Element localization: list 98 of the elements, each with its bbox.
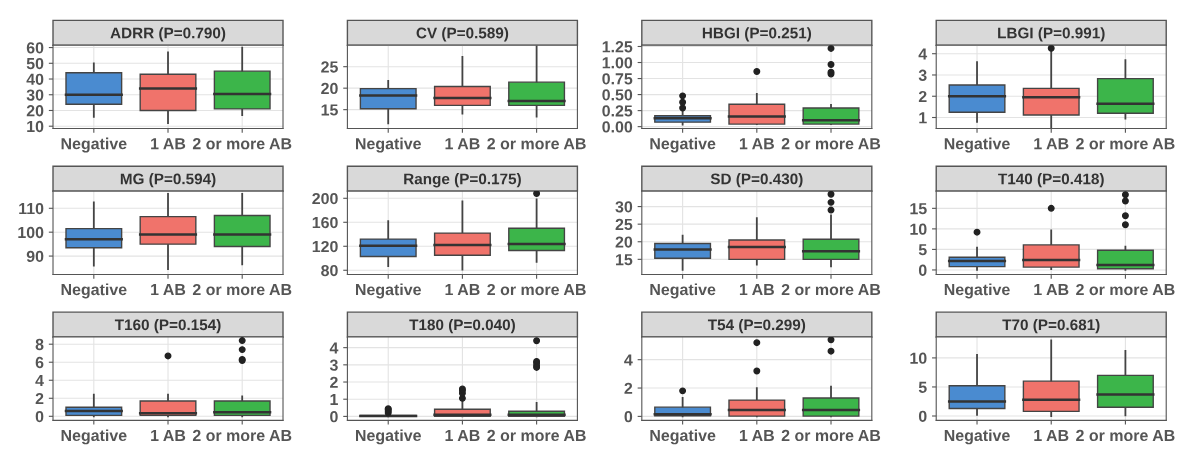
y-tick-label: 10 [27,120,44,133]
x-tick-label: 2 or more AB [192,138,292,150]
x-tick-label: 2 or more AB [781,429,881,442]
y-tick-label: 4 [624,354,633,366]
x-tick-label: 2 or more AB [487,283,586,296]
y-tick-label: 200 [312,192,338,205]
x-tick-label: 2 or more AB [781,283,881,296]
x-tick-label: Negative [650,429,716,445]
x-tick-label: Negative [356,283,421,299]
y-tick-label: 4 [329,342,339,354]
y-tick-label: 2 [330,376,338,388]
y-tick-label: 5 [918,244,927,256]
y-tick-label: 40 [26,73,44,85]
y-tick-label: 6 [35,356,44,369]
y-tick-label: 4 [35,375,44,387]
y-tick-label: 2 [918,90,927,103]
x-tick-label: 1 AB [151,284,186,296]
y-tick-label: 8 [35,338,44,351]
chart-title: T180 (P=0.040) [409,318,515,334]
chart-title: ADRR (P=0.790) [110,27,226,42]
y-tick-label: 20 [615,236,633,248]
y-tick-label: 80 [321,264,338,277]
y-tick-label: 0.50 [602,89,633,101]
x-tick-label: 1 AB [445,429,480,441]
x-tick-label: 1 AB [1034,138,1069,150]
y-tick-label: 1.00 [602,57,633,69]
x-tick-label: 1 AB [1034,284,1069,296]
chart-title: T70 (P=0.681) [1002,318,1100,334]
y-tick-label: 0.25 [602,105,633,117]
chart-title: SD (P=0.430) [710,173,803,188]
y-tick-label: 1.25 [602,41,633,53]
y-tick-label: 60 [26,42,44,54]
chart-title: HBGI (P=0.251) [702,27,812,42]
y-tick-label: 20 [26,105,44,117]
chart-title: T140 (P=0.418) [998,173,1104,188]
y-tick-label: 10 [910,352,927,364]
y-tick-label: 3 [918,69,927,81]
y-tick-label: 0 [624,411,633,423]
y-tick-label: 90 [26,250,44,263]
y-tick-label: 2 [624,382,633,394]
y-tick-label: 10 [910,223,927,235]
x-tick-label: Negative [61,137,127,153]
y-tick-label: 30 [26,89,44,101]
y-tick-label: 100 [18,226,44,239]
y-tick-label: 15 [910,203,927,215]
y-tick-label: 0 [918,264,927,276]
x-tick-label: Negative [356,429,421,445]
y-tick-label: 25 [615,218,633,231]
y-tick-label: 160 [312,216,338,229]
chart-title: Range (P=0.175) [404,173,521,188]
x-tick-label: 1 AB [445,284,480,296]
y-tick-label: 30 [615,201,633,213]
x-tick-label: 1 AB [151,138,186,150]
x-tick-label: Negative [61,283,127,299]
y-tick-label: 1 [919,112,927,124]
x-tick-label: Negative [356,137,421,153]
x-tick-label: Negative [944,137,1010,153]
y-tick-label: 3 [329,359,338,371]
chart-title: T54 (P=0.299) [707,318,806,334]
x-tick-label: 2 or more AB [1076,429,1175,442]
x-tick-label: Negative [650,137,716,153]
y-tick-label: 2 [35,392,44,405]
x-tick-label: 2 or more AB [1076,283,1175,296]
y-tick-label: 1 [330,394,338,405]
x-tick-label: 2 or more AB [1076,138,1175,150]
y-tick-label: 110 [19,202,44,215]
x-tick-label: 2 or more AB [781,138,881,150]
x-tick-label: Negative [650,283,716,299]
x-tick-label: 1 AB [1034,429,1069,441]
chart-title: T160 (P=0.154) [114,318,221,334]
y-tick-label: 5 [918,381,927,393]
x-tick-label: 1 AB [445,138,480,150]
x-tick-label: 2 or more AB [192,283,292,296]
x-tick-label: 1 AB [739,138,774,150]
y-tick-label: 4 [918,48,928,60]
y-tick-label: 0 [35,410,44,423]
x-tick-label: 2 or more AB [192,429,292,442]
y-tick-label: 120 [312,240,338,253]
y-tick-label: 0.75 [602,73,633,85]
y-tick-label: 0.00 [602,121,633,133]
x-tick-label: 2 or more AB [487,138,586,150]
x-tick-label: 1 AB [739,284,774,296]
y-tick-label: 25 [321,61,338,73]
x-tick-label: 1 AB [151,429,186,441]
y-tick-label: 50 [26,57,44,70]
x-tick-label: Negative [944,429,1010,445]
chart-title: LBGI (P=0.991) [998,27,1105,42]
y-tick-label: 0 [330,411,338,423]
chart-title: CV (P=0.589) [416,27,509,42]
y-tick-label: 0 [918,410,927,422]
x-tick-label: Negative [944,283,1010,299]
x-tick-label: 2 or more AB [487,429,586,442]
chart-title: MG (P=0.594) [120,173,216,188]
x-tick-label: Negative [61,429,127,445]
y-tick-label: 15 [616,254,633,266]
y-tick-label: 20 [321,82,338,95]
y-tick-label: 15 [321,104,338,116]
x-tick-label: 1 AB [739,429,774,441]
